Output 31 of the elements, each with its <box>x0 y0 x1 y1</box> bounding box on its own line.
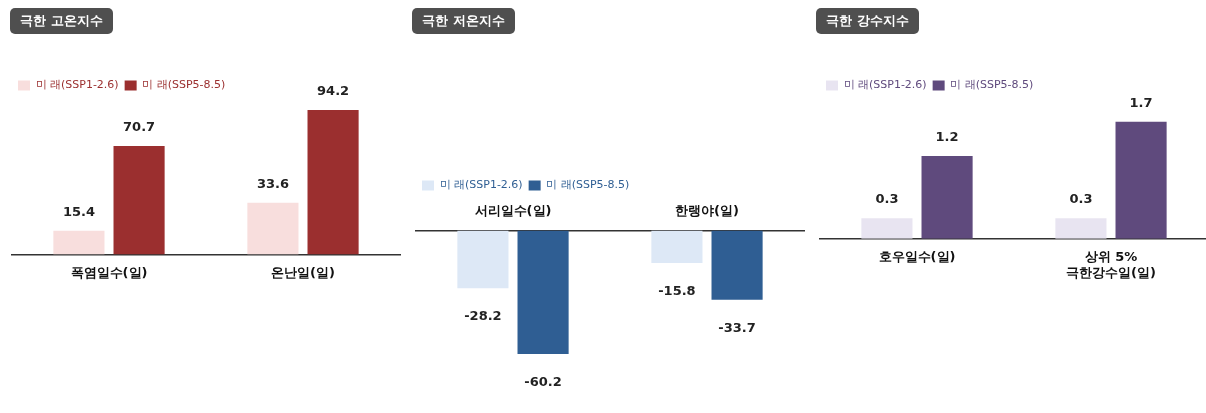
data-label: 33.6 <box>256 175 289 191</box>
legend-label: 미 래(SSP1-2.6) <box>35 78 119 92</box>
data-label: 0.3 <box>875 191 899 207</box>
chart-title: 극한 강수지수 <box>816 8 919 34</box>
data-label: 1.2 <box>935 128 959 144</box>
data-label: 70.7 <box>123 118 156 134</box>
bar <box>247 202 299 255</box>
x-tick-label: 상위 5% 극한강수일(일) <box>1066 248 1156 280</box>
bar <box>307 109 359 255</box>
data-label: 94.2 <box>317 82 350 98</box>
legend-label: 미 래(SSP5-8.5) <box>142 78 226 92</box>
bar <box>113 145 165 255</box>
x-tick-label: 폭염일수(일) <box>70 264 148 280</box>
x-tick-label: 호우일수(일) <box>878 248 956 264</box>
data-label: -28.2 <box>464 308 502 324</box>
chart-title: 극한 저온지수 <box>412 8 515 34</box>
data-label: -15.8 <box>658 282 696 298</box>
chart-title: 극한 고온지수 <box>10 8 113 34</box>
bar <box>53 230 105 255</box>
data-label: 0.3 <box>1069 191 1093 207</box>
legend-label: 미 래(SSP5-8.5) <box>950 78 1034 92</box>
data-label: -60.2 <box>524 373 562 389</box>
data-label: 1.7 <box>1129 94 1153 110</box>
legend-label: 미 래(SSP1-2.6) <box>439 178 523 192</box>
legend-label: 미 래(SSP1-2.6) <box>843 78 927 92</box>
x-tick-label: 한랭야(일) <box>675 203 739 219</box>
data-label: 15.4 <box>62 203 95 219</box>
x-tick-label: 온난일(일) <box>271 264 335 280</box>
x-tick-label: 서리일수(일) <box>474 203 552 219</box>
data-label: -33.7 <box>718 319 756 335</box>
legend-label: 미 래(SSP5-8.5) <box>546 178 630 192</box>
